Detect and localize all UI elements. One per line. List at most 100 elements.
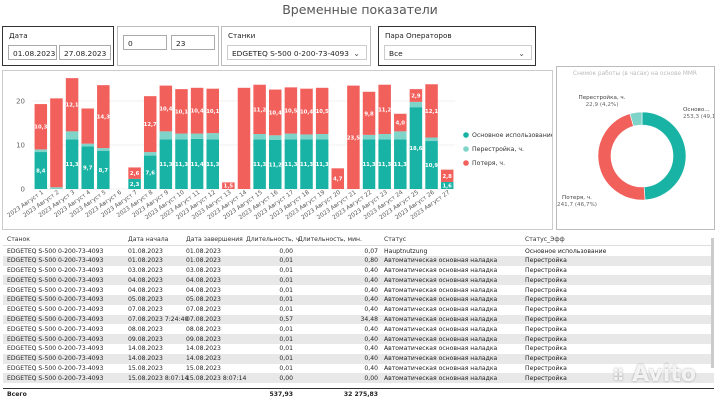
bar-segment[interactable] <box>284 133 298 140</box>
bar-segment[interactable] <box>175 139 188 189</box>
bar-segment[interactable] <box>378 139 391 189</box>
table-row[interactable]: EDGETEQ S-500 0-200-73-4093 14.08.2023 14.… <box>3 344 714 354</box>
bar-segment[interactable] <box>440 181 454 189</box>
table-row[interactable]: EDGETEQ S-500 0-200-73-4093 15.08.2023 15.… <box>3 364 714 374</box>
bar-segment[interactable] <box>394 139 407 189</box>
bar-segment[interactable] <box>237 87 251 189</box>
table-row[interactable]: EDGETEQ S-500 0-200-73-4093 15.08.2023 8:… <box>3 373 714 384</box>
table-row[interactable]: EDGETEQ S-500 0-200-73-4093 04.08.2023 04.… <box>3 275 714 286</box>
header-status[interactable]: Статус <box>384 236 407 243</box>
table-row[interactable]: EDGETEQ S-500 0-200-73-4093 07.08.2023 07.… <box>3 305 714 315</box>
bar-segment[interactable] <box>425 141 438 189</box>
bar-segment[interactable] <box>362 139 376 189</box>
bar-segment[interactable] <box>206 88 219 134</box>
bar-segment[interactable] <box>440 169 454 182</box>
bar-segment[interactable] <box>394 131 407 140</box>
bar-segment[interactable] <box>159 139 173 189</box>
header-duration-hours[interactable]: Длительность, ч. <box>246 236 302 243</box>
bar-segment[interactable] <box>206 133 219 140</box>
legend-label[interactable]: Перестройка, ч. <box>472 145 524 153</box>
bar-segment[interactable] <box>65 131 79 140</box>
operators-dropdown[interactable]: Все ⌄ <box>384 45 532 60</box>
bar-segment[interactable] <box>65 78 79 132</box>
legend-label[interactable]: Основное использование, ч. <box>472 132 564 139</box>
table-row[interactable]: EDGETEQ S-500 0-200-73-4093 05.08.2023 05.… <box>3 294 714 305</box>
bar-segment[interactable] <box>253 139 266 189</box>
bar-segment[interactable] <box>128 167 141 179</box>
bar-segment[interactable] <box>143 96 157 153</box>
bar-segment[interactable] <box>300 139 313 189</box>
table-row[interactable]: EDGETEQ S-500 0-200-73-4093 01.08.2023 01.… <box>3 255 714 266</box>
donut-slice[interactable] <box>641 111 687 201</box>
bar-segment[interactable] <box>50 187 63 189</box>
bar-segment[interactable] <box>253 84 266 134</box>
bar-segment[interactable] <box>143 152 157 156</box>
bar-segment[interactable] <box>159 131 173 140</box>
bar-segment[interactable] <box>206 139 219 189</box>
bar-segment[interactable] <box>81 108 94 144</box>
bar-segment[interactable] <box>409 101 423 108</box>
bar-segment[interactable] <box>190 138 204 189</box>
range-min-input[interactable]: 0 <box>123 35 167 50</box>
machines-dropdown[interactable]: EDGETEQ S-500 0-200-73-4093 ⌄ <box>227 45 367 60</box>
bar-segment[interactable] <box>253 134 266 140</box>
header-duration-minutes[interactable]: Длительность, мин. <box>298 236 362 243</box>
bar-segment[interactable] <box>409 89 423 102</box>
bar-segment[interactable] <box>34 149 48 153</box>
bar-segment[interactable] <box>97 85 110 149</box>
bar-segment[interactable] <box>300 88 313 135</box>
bar-segment[interactable] <box>315 87 329 134</box>
table-row[interactable]: EDGETEQ S-500 0-200-73-4093 08.08.2023 08.… <box>3 324 714 334</box>
donut-slice[interactable] <box>597 113 646 201</box>
bar-segment[interactable] <box>315 134 329 140</box>
bar-segment[interactable] <box>175 89 188 134</box>
range-max-input[interactable]: 23 <box>171 35 215 50</box>
bar-segment[interactable] <box>34 152 48 189</box>
bar-segment[interactable] <box>97 148 110 151</box>
table-scrollbar[interactable] <box>711 238 714 368</box>
bar-segment[interactable] <box>394 113 407 132</box>
bar-segment[interactable] <box>190 87 204 134</box>
table-row[interactable]: EDGETEQ S-500 0-200-73-4093 14.08.2023 14.… <box>3 353 714 364</box>
bar-segment[interactable] <box>128 178 141 189</box>
bar-segment[interactable] <box>315 139 329 189</box>
table-row[interactable]: EDGETEQ S-500 0-200-73-4093 09.08.2023 09.… <box>3 334 714 344</box>
bar-segment[interactable] <box>159 85 173 132</box>
table-row[interactable]: EDGETEQ S-500 0-200-73-4093 07.08.2023 7:… <box>3 314 714 325</box>
legend-label[interactable]: Потеря, ч. <box>472 160 505 167</box>
bar-segment[interactable] <box>409 107 423 189</box>
bar-segment[interactable] <box>284 87 298 134</box>
table-row[interactable]: EDGETEQ S-500 0-200-73-4093 03.08.2023 03.… <box>3 266 714 276</box>
header-machine[interactable]: Станок <box>7 236 30 243</box>
header-start-date[interactable]: Дата начала <box>128 236 169 243</box>
bar-segment[interactable] <box>284 139 298 189</box>
table-row[interactable]: EDGETEQ S-500 0-200-73-4093 04.08.2023 04.… <box>3 285 714 295</box>
bar-segment[interactable] <box>425 84 438 138</box>
table-row[interactable]: EDGETEQ S-500 0-200-73-4093 01.08.2023 01.… <box>3 246 714 256</box>
bar-segment[interactable] <box>269 139 282 189</box>
bar-segment[interactable] <box>300 134 313 140</box>
header-status-eff[interactable]: Статус_Эфф <box>525 236 565 243</box>
bar-segment[interactable] <box>143 155 157 189</box>
bar-segment[interactable] <box>331 168 345 189</box>
date-to-input[interactable]: 27.08.2023 <box>59 45 111 60</box>
bar-segment[interactable] <box>222 182 235 189</box>
bar-segment[interactable] <box>362 91 376 135</box>
donut-slice[interactable] <box>629 111 643 127</box>
bar-segment[interactable] <box>97 150 110 189</box>
bar-segment[interactable] <box>378 134 391 140</box>
bar-segment[interactable] <box>190 133 204 139</box>
bar-segment[interactable] <box>269 135 282 140</box>
date-from-input[interactable]: 01.08.2023 <box>8 45 57 60</box>
bar-segment[interactable] <box>34 104 48 150</box>
bar-segment[interactable] <box>362 134 376 140</box>
bar-segment[interactable] <box>347 85 360 189</box>
bar-segment[interactable] <box>378 84 391 134</box>
bar-segment[interactable] <box>175 133 188 140</box>
bar-segment[interactable] <box>269 89 282 136</box>
bar-segment[interactable] <box>425 137 438 142</box>
bar-segment[interactable] <box>65 139 79 189</box>
bar-segment[interactable] <box>50 98 63 188</box>
header-end-date[interactable]: Дата завершения <box>186 236 243 243</box>
bar-segment[interactable] <box>81 143 94 147</box>
